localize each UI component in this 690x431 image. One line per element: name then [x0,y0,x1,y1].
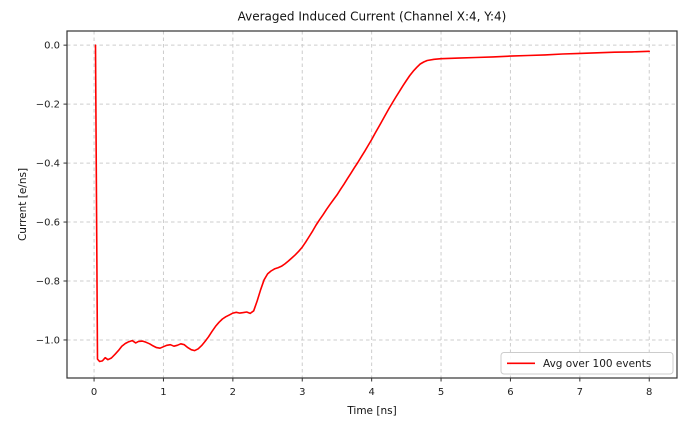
plot-area: 0 1 2 3 4 5 6 7 8 0.0 −0.2 −0.4 −0.6 −0.8 −1.0 [36,30,678,398]
series-line-avg-over-100-events [94,44,650,363]
legend-box [500,352,674,375]
x-tick-label: 4 [368,387,374,398]
legend-label: Avg over 100 events [543,358,651,370]
x-tick-label: 5 [438,387,444,398]
y-tick-label: −0.2 [36,100,60,111]
x-tick-label: 2 [230,387,236,398]
x-tick-label: 1 [160,387,166,398]
y-axis-label: Current [e/ns] [17,168,29,241]
x-tick-label: 3 [299,387,305,398]
x-tick-label: 0 [91,387,97,398]
x-tick-label: 8 [646,387,652,398]
x-axis-label: Time [ns] [346,405,396,417]
x-tick-label: 6 [507,387,513,398]
y-tick-label: −1.0 [36,335,60,346]
chart-title: Averaged Induced Current (Channel X:4, Y… [238,10,507,24]
y-tick-label: 0.0 [44,41,60,52]
y-tick-label: −0.8 [36,277,60,288]
legend: Avg over 100 events [500,352,674,375]
y-tick-label: −0.4 [36,159,60,170]
x-tick-label: 7 [577,387,583,398]
plot-border [66,30,678,379]
y-tick-label: −0.6 [36,218,60,229]
